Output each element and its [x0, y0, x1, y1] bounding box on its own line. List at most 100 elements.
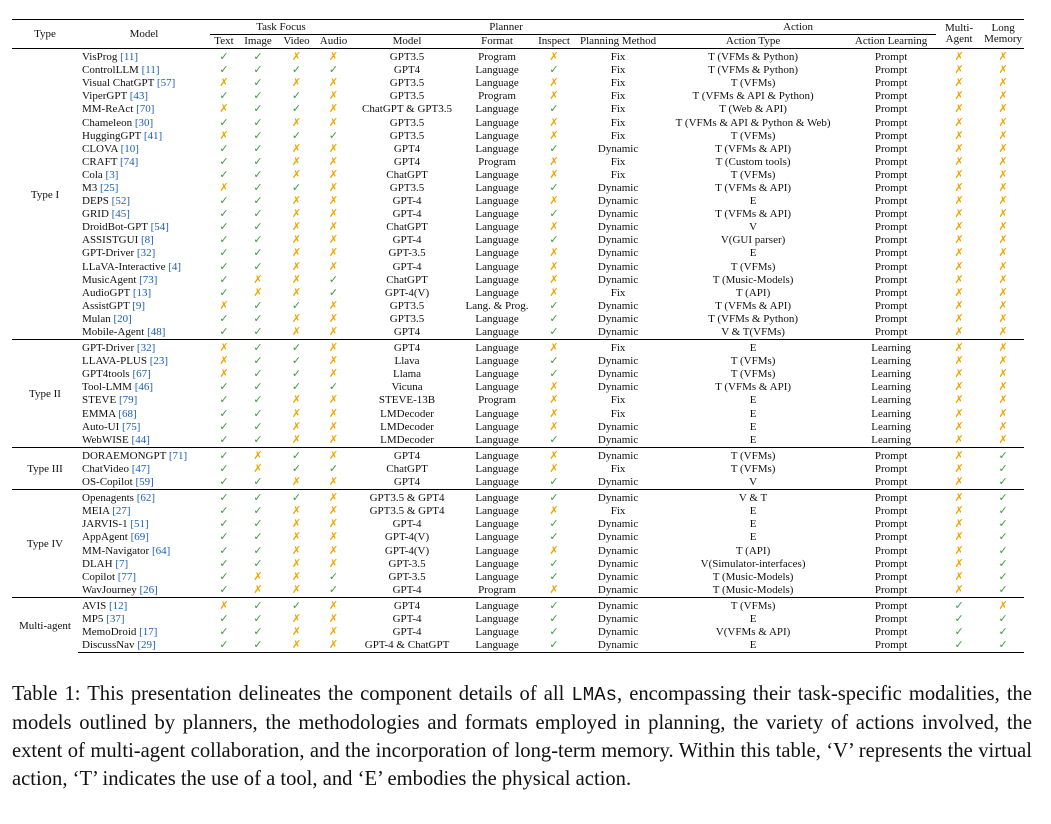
planner-format: Language	[462, 596, 533, 613]
check-mark: ✓	[219, 247, 229, 260]
cross-mark: ✗	[998, 381, 1008, 394]
planner-format: Program	[478, 394, 516, 407]
multi-agent: ✓	[936, 639, 983, 654]
inspect: ✓	[532, 182, 576, 195]
action-type: T (API)	[735, 544, 771, 557]
check-mark: ✓	[291, 103, 302, 116]
inspect: ✗	[532, 339, 577, 356]
cross-mark: ✗	[291, 142, 302, 155]
cross-mark: ✗	[328, 639, 339, 652]
model-name: AudioGPT [13]	[78, 287, 210, 300]
cross-mark: ✗	[954, 168, 964, 181]
cross-mark: ✗	[291, 208, 302, 221]
focus-text: ✓	[210, 476, 238, 490]
action-type: T (VFMs)	[730, 129, 776, 142]
cross-mark: ✗	[328, 476, 339, 489]
check-mark: ✓	[253, 168, 263, 181]
focus-text: ✗	[210, 355, 238, 368]
focus-video: ✗	[278, 169, 315, 182]
type-group-label: Multi-agent	[12, 596, 78, 653]
model-name-text: Mulan	[82, 312, 111, 325]
citation: [46]	[134, 381, 154, 394]
header-row-2: Text Image Video Audio Model Format Insp…	[12, 34, 1024, 49]
multi-agent: ✗	[936, 421, 982, 434]
inspect: ✗	[532, 287, 576, 300]
inspect: ✓	[532, 596, 577, 613]
type-group-label: Type I	[12, 47, 78, 340]
focus-text: ✓	[210, 90, 238, 103]
cross-mark: ✗	[328, 505, 339, 518]
focus-text: ✓	[210, 48, 238, 65]
multi-agent: ✗	[936, 558, 982, 571]
check-mark: ✓	[253, 407, 263, 420]
focus-text: ✗	[210, 182, 238, 195]
planner-format: Language	[475, 103, 519, 116]
check-mark: ✓	[549, 355, 559, 368]
action-learning: Prompt	[874, 234, 908, 247]
check-mark: ✓	[219, 312, 229, 325]
cross-mark: ✗	[549, 77, 559, 90]
planner-model: GPT4	[352, 596, 463, 613]
planning-method: Fix	[576, 48, 661, 65]
planner-model: ChatGPT	[386, 273, 428, 286]
cross-mark: ✗	[998, 355, 1008, 368]
focus-image: ✓	[238, 195, 278, 208]
cross-mark: ✗	[549, 420, 559, 433]
table-row: MP5 [37] ✓ ✓ ✗ ✗ GPT-4 Language ✓ Dynamic E Prompt…	[12, 613, 1024, 626]
check-mark: ✓	[219, 505, 229, 518]
cross-mark: ✗	[954, 420, 964, 433]
focus-text: ✓	[210, 584, 238, 598]
cross-mark: ✗	[328, 492, 339, 505]
focus-image: ✓	[238, 103, 278, 116]
check-mark: ✓	[549, 639, 559, 652]
cross-mark: ✗	[219, 181, 229, 194]
citation: [4]	[168, 260, 182, 273]
model-name-text: WebWISE	[82, 433, 129, 446]
inspect: ✓	[532, 531, 576, 544]
check-mark: ✓	[253, 51, 263, 64]
multi-agent: ✗	[936, 518, 982, 531]
check-mark: ✓	[219, 195, 229, 208]
inspect: ✗	[532, 77, 576, 90]
citation: [57]	[156, 77, 176, 90]
action-learning: Learning	[846, 339, 937, 356]
model-name: DEPS [52]	[78, 195, 210, 208]
check-mark: ✓	[219, 639, 229, 652]
table-row: Chameleon [30] ✓ ✓ ✗ ✗ GPT3.5 Language ✗ Fix T (V…	[12, 116, 1024, 129]
inspect: ✓	[532, 626, 576, 639]
inspect: ✗	[532, 394, 576, 407]
planning-method: Dynamic	[576, 639, 661, 654]
cross-mark: ✗	[998, 103, 1008, 116]
cross-mark: ✗	[291, 639, 302, 652]
inspect: ✓	[532, 64, 576, 77]
cross-mark: ✗	[954, 312, 964, 325]
check-mark: ✓	[549, 599, 559, 612]
check-mark: ✓	[253, 420, 263, 433]
cross-mark: ✗	[954, 342, 964, 355]
table-row: LLAVA-PLUS [23] ✗ ✓ ✓ ✗ Llava Language ✓ Dynamic…	[12, 355, 1024, 368]
planner-format: Program	[478, 583, 516, 596]
action-type: E	[749, 394, 757, 407]
multi-agent: ✗	[936, 408, 982, 421]
focus-audio: ✗	[315, 103, 352, 116]
planner-model: GPT4	[393, 142, 421, 155]
planner-format: Language	[475, 64, 519, 77]
check-mark: ✓	[253, 557, 263, 570]
planning-method: Dynamic	[597, 247, 639, 260]
multi-agent: ✗	[936, 182, 982, 195]
planner-model: GPT-4 & ChatGPT	[352, 639, 463, 654]
focus-image: ✓	[238, 421, 278, 434]
model-name-text: GPT4tools	[82, 368, 130, 381]
action-learning: Prompt	[874, 286, 908, 299]
planning-method: Dynamic	[597, 531, 639, 544]
inspect: ✓	[532, 434, 576, 448]
long-memory: ✗	[982, 434, 1024, 448]
model-name: Cola [3]	[78, 169, 210, 182]
focus-audio: ✗	[315, 300, 352, 313]
planning-method: Dynamic	[597, 260, 639, 273]
cross-mark: ✗	[954, 326, 964, 339]
check-mark: ✓	[253, 90, 263, 103]
planner-format: Program	[478, 90, 516, 103]
cross-mark: ✗	[954, 449, 964, 462]
citation: [11]	[141, 64, 160, 77]
